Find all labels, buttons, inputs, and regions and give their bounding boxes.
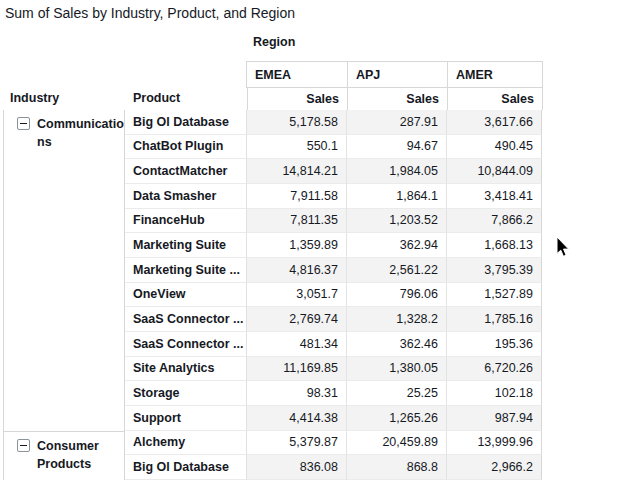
sales-value-cell[interactable]: 94.67 (347, 135, 447, 160)
table-row: Big Ol Database836.08868.82,966.2 (125, 455, 542, 480)
product-cell[interactable]: FinanceHub (125, 209, 247, 234)
table-row: Alchemy5,379.8720,459.8913,999.96 (125, 431, 542, 456)
product-cell[interactable]: ContactMatcher (125, 159, 247, 184)
industry-group-cell: Communications (4, 110, 124, 431)
industry-column: Communications Consumer Products (3, 110, 125, 480)
product-header[interactable]: Product (133, 91, 180, 105)
sales-value-cell[interactable]: 5,178.58 (247, 110, 347, 135)
table-row: Site Analytics11,169.851,380.056,720.26 (125, 357, 542, 382)
sales-header-apj[interactable]: Sales (348, 88, 448, 110)
sales-value-cell[interactable]: 2,769.74 (247, 307, 347, 332)
sales-value-cell[interactable]: 550.1 (247, 135, 347, 160)
sales-value-cell[interactable]: 1,668.13 (447, 233, 542, 258)
sales-value-cell[interactable]: 3,795.39 (447, 258, 542, 283)
collapse-minus-icon[interactable] (17, 117, 30, 130)
sales-header-amer[interactable]: Sales (448, 88, 543, 110)
sales-value-cell[interactable]: 1,359.89 (247, 233, 347, 258)
visual-title: Sum of Sales by Industry, Product, and R… (5, 5, 295, 21)
product-cell[interactable]: Support (125, 406, 247, 431)
table-row: ChatBot Plugin550.194.67490.45 (125, 135, 542, 160)
sales-value-cell[interactable]: 195.36 (447, 332, 542, 357)
product-cell[interactable]: Big Ol Database (125, 110, 247, 135)
table-row: FinanceHub7,811.351,203.527,866.2 (125, 209, 542, 234)
sales-value-cell[interactable]: 2,966.2 (447, 455, 542, 480)
sales-value-cell[interactable]: 287.91 (347, 110, 447, 135)
column-header-emea[interactable]: EMEA (247, 62, 347, 87)
sales-value-cell[interactable]: 102.18 (447, 381, 542, 406)
pivot-table-visual: Sum of Sales by Industry, Product, and R… (0, 0, 640, 480)
region-column-headers: EMEA APJ AMER (246, 61, 543, 88)
product-cell[interactable]: ChatBot Plugin (125, 135, 247, 160)
table-row: Storage98.3125.25102.18 (125, 381, 542, 406)
table-row: Marketing Suite ...4,816.372,561.223,795… (125, 258, 542, 283)
sales-value-cell[interactable]: 3,051.7 (247, 283, 347, 308)
mouse-cursor (556, 237, 570, 259)
sales-value-cell[interactable]: 6,720.26 (447, 357, 542, 382)
product-cell[interactable]: Data Smasher (125, 184, 247, 209)
sales-value-cell[interactable]: 4,414.38 (247, 406, 347, 431)
measure-header-row: Sales Sales Sales (247, 88, 543, 110)
product-cell[interactable]: SaaS Connector ... (125, 307, 247, 332)
product-cell[interactable]: Marketing Suite (125, 233, 247, 258)
product-cell[interactable]: Big Ol Database (125, 455, 247, 480)
table-row: Marketing Suite1,359.89362.941,668.13 (125, 233, 542, 258)
product-cell[interactable]: Marketing Suite ... (125, 258, 247, 283)
sales-value-cell[interactable]: 25.25 (347, 381, 447, 406)
sales-value-cell[interactable]: 3,418.41 (447, 184, 542, 209)
column-header-apj[interactable]: APJ (347, 62, 447, 87)
sales-value-cell[interactable]: 1,864.1 (347, 184, 447, 209)
table-row: Data Smasher7,911.581,864.13,418.41 (125, 184, 542, 209)
collapse-minus-icon[interactable] (17, 439, 30, 452)
sales-value-cell[interactable]: 3,617.66 (447, 110, 542, 135)
sales-value-cell[interactable]: 362.46 (347, 332, 447, 357)
pivot-rows: Big Ol Database5,178.58287.913,617.66Cha… (125, 110, 542, 480)
sales-value-cell[interactable]: 362.94 (347, 233, 447, 258)
column-header-amer[interactable]: AMER (447, 62, 542, 87)
product-cell[interactable]: Alchemy (125, 431, 247, 456)
table-row: Support4,414.381,265.26987.94 (125, 406, 542, 431)
sales-value-cell[interactable]: 1,984.05 (347, 159, 447, 184)
industry-group-cell: Consumer Products (4, 431, 124, 480)
sales-value-cell[interactable]: 13,999.96 (447, 431, 542, 456)
sales-value-cell[interactable]: 796.06 (347, 283, 447, 308)
product-cell[interactable]: OneView (125, 283, 247, 308)
sales-value-cell[interactable]: 868.8 (347, 455, 447, 480)
sales-value-cell[interactable]: 490.45 (447, 135, 542, 160)
industry-header[interactable]: Industry (10, 91, 59, 105)
sales-value-cell[interactable]: 14,814.21 (247, 159, 347, 184)
column-dimension-label: Region (253, 35, 295, 49)
sales-value-cell[interactable]: 11,169.85 (247, 357, 347, 382)
sales-value-cell[interactable]: 1,527.89 (447, 283, 542, 308)
table-row: OneView3,051.7796.061,527.89 (125, 283, 542, 308)
sales-value-cell[interactable]: 10,844.09 (447, 159, 542, 184)
sales-value-cell[interactable]: 481.34 (247, 332, 347, 357)
sales-value-cell[interactable]: 836.08 (247, 455, 347, 480)
sales-value-cell[interactable]: 5,379.87 (247, 431, 347, 456)
sales-value-cell[interactable]: 7,866.2 (447, 209, 542, 234)
sales-value-cell[interactable]: 4,816.37 (247, 258, 347, 283)
sales-value-cell[interactable]: 7,911.58 (247, 184, 347, 209)
sales-value-cell[interactable]: 1,328.2 (347, 307, 447, 332)
industry-label[interactable]: Communications (37, 115, 124, 151)
table-row: SaaS Connector ...481.34362.46195.36 (125, 332, 542, 357)
product-cell[interactable]: SaaS Connector ... (125, 332, 247, 357)
table-row: Big Ol Database5,178.58287.913,617.66 (125, 110, 542, 135)
field-header-row: Industry Product Sales Sales Sales (3, 88, 542, 111)
table-row: SaaS Connector ...2,769.741,328.21,785.1… (125, 307, 542, 332)
sales-value-cell[interactable]: 1,203.52 (347, 209, 447, 234)
sales-value-cell[interactable]: 1,265.26 (347, 406, 447, 431)
sales-value-cell[interactable]: 1,380.05 (347, 357, 447, 382)
sales-value-cell[interactable]: 1,785.16 (447, 307, 542, 332)
sales-value-cell[interactable]: 7,811.35 (247, 209, 347, 234)
industry-label[interactable]: Consumer Products (37, 437, 124, 473)
sales-value-cell[interactable]: 20,459.89 (347, 431, 447, 456)
product-cell[interactable]: Site Analytics (125, 357, 247, 382)
sales-value-cell[interactable]: 2,561.22 (347, 258, 447, 283)
sales-value-cell[interactable]: 987.94 (447, 406, 542, 431)
sales-header-emea[interactable]: Sales (248, 88, 348, 110)
product-cell[interactable]: Storage (125, 381, 247, 406)
sales-value-cell[interactable]: 98.31 (247, 381, 347, 406)
table-row: ContactMatcher14,814.211,984.0510,844.09 (125, 159, 542, 184)
